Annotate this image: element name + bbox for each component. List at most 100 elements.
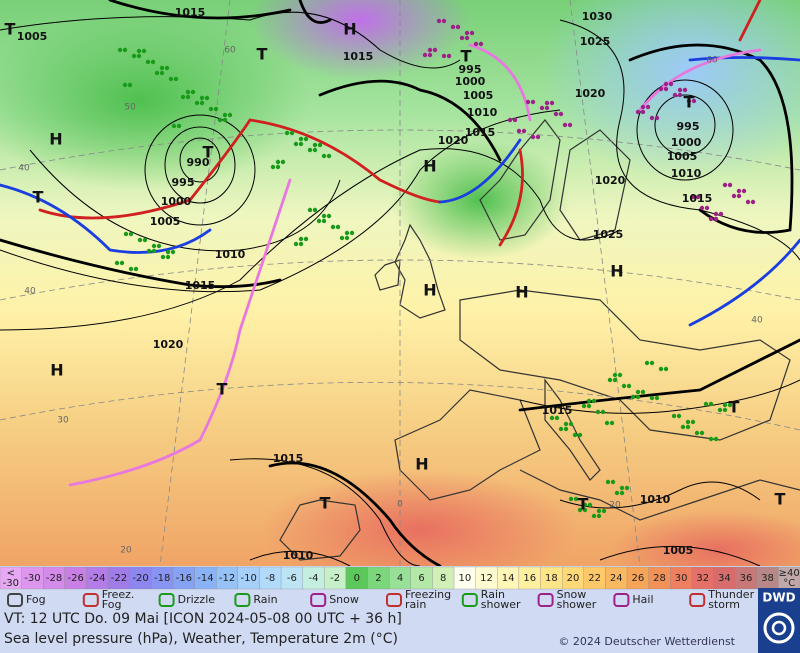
isobar-label: 1015 xyxy=(343,50,374,63)
weather-dot xyxy=(553,111,559,117)
weather-dot xyxy=(722,182,728,188)
weather-dot xyxy=(635,394,641,400)
weather-label: Thunder storm xyxy=(707,588,754,611)
weather-dot xyxy=(727,182,733,188)
isobar-label: 1000 xyxy=(671,136,702,149)
isobar-label: 990 xyxy=(187,156,210,169)
weather-dot xyxy=(180,94,186,100)
temperature-label: -26 xyxy=(68,573,84,584)
temperature-label: -30 xyxy=(24,573,40,584)
temperature-label: -6 xyxy=(287,573,297,584)
grid-label: 20 xyxy=(120,546,132,556)
logo-text: DWD xyxy=(762,591,795,605)
weather-dot xyxy=(563,426,569,432)
weather-dot xyxy=(586,403,592,409)
weather-dot xyxy=(321,218,327,224)
temperature-label: -18 xyxy=(154,573,170,584)
weather-dot xyxy=(549,415,555,421)
temperature-label: < -30 xyxy=(3,568,19,589)
temperature-label: 10 xyxy=(458,573,471,584)
weather-dot xyxy=(217,117,223,123)
weather-dot xyxy=(607,377,613,383)
weather-dot xyxy=(554,415,560,421)
weather-dot xyxy=(596,508,602,514)
temperature-label: 22 xyxy=(588,573,601,584)
weather-dot xyxy=(691,98,697,104)
weather-dot xyxy=(473,41,479,47)
weather-dot xyxy=(159,70,165,76)
weather-dot xyxy=(619,485,625,491)
logo-swirl xyxy=(771,620,787,636)
weather-dot xyxy=(736,188,742,194)
temperature-label: 30 xyxy=(675,573,688,584)
weather-dot xyxy=(663,81,669,87)
grid-label: 60 xyxy=(224,46,236,56)
cold-area xyxy=(250,0,470,80)
warm-area xyxy=(260,470,580,566)
weather-dot xyxy=(185,94,191,100)
pressure-center: H xyxy=(343,20,356,39)
weather-label: Hail xyxy=(632,593,653,606)
weather-icon xyxy=(461,593,478,607)
weather-dot xyxy=(141,48,147,54)
weather-dot xyxy=(573,496,579,502)
isobar-label: 1010 xyxy=(467,106,498,119)
weather-dot xyxy=(344,235,350,241)
weather-dot xyxy=(464,30,470,36)
warm-area xyxy=(610,510,800,566)
weather-dot xyxy=(649,360,655,366)
weather-dot xyxy=(516,128,522,134)
weather-dot xyxy=(612,372,618,378)
weather-dot xyxy=(168,76,174,82)
weather-dot xyxy=(663,366,669,372)
weather-dot xyxy=(539,105,545,111)
weather-dot xyxy=(736,193,742,199)
weather-dot xyxy=(127,82,133,88)
isobar-label: 1015 xyxy=(542,404,573,417)
pressure-center: H xyxy=(515,283,528,302)
temperature-label: 16 xyxy=(523,573,536,584)
weather-dot xyxy=(558,426,564,432)
weather-dot xyxy=(280,159,286,165)
description: Sea level pressure (hPa), Weather, Tempe… xyxy=(4,631,398,647)
weather-dot xyxy=(658,86,664,92)
weather-dot xyxy=(469,30,475,36)
temperature-label: -12 xyxy=(219,573,235,584)
weather-dot xyxy=(699,430,705,436)
isobar-label: 1010 xyxy=(283,549,314,562)
weather-dot xyxy=(649,395,655,401)
weather-dot xyxy=(464,35,470,41)
coastlines xyxy=(279,119,800,561)
temperature-label: 38 xyxy=(761,573,774,584)
weather-icon xyxy=(386,593,402,607)
weather-dot xyxy=(312,147,318,153)
weather-dot xyxy=(222,112,228,118)
weather-dot xyxy=(321,213,327,219)
weather-dot xyxy=(170,249,176,255)
weather-dot xyxy=(722,407,728,413)
weather-dot xyxy=(741,188,747,194)
weather-dot xyxy=(582,502,588,508)
grid-label: 40 xyxy=(751,316,763,326)
weather-dot xyxy=(117,47,123,53)
isobar-label: 1005 xyxy=(667,150,698,163)
weather-dot xyxy=(708,436,714,442)
weather-symbols xyxy=(114,18,756,519)
map: 1015100510301025101599510001005101010151… xyxy=(0,0,800,566)
weather-dot xyxy=(146,248,152,254)
weather-dot xyxy=(745,199,751,205)
isobar-label: 1020 xyxy=(575,87,606,100)
weather-dot xyxy=(436,18,442,24)
weather-dot xyxy=(190,89,196,95)
weather-dot xyxy=(114,260,120,266)
grid-label: 0 xyxy=(397,500,403,510)
weather-dot xyxy=(626,383,632,389)
weather-dot xyxy=(199,100,205,106)
temperature-label: 8 xyxy=(440,573,446,584)
weather-dot xyxy=(441,53,447,59)
weather-dot xyxy=(731,193,737,199)
isobar-label: 1005 xyxy=(17,30,48,43)
weather-dot xyxy=(586,398,592,404)
weather-dot xyxy=(596,513,602,519)
weather-dot xyxy=(644,360,650,366)
